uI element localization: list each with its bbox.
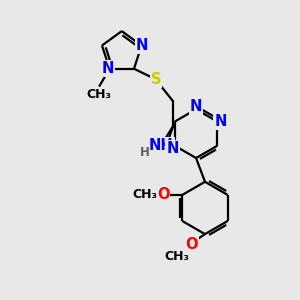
Text: N: N: [190, 99, 202, 114]
Text: O: O: [185, 237, 198, 252]
Text: CH₃: CH₃: [132, 188, 157, 201]
Text: N: N: [136, 38, 148, 53]
Text: H: H: [140, 146, 149, 159]
Text: CH₃: CH₃: [87, 88, 112, 101]
Text: S: S: [151, 72, 161, 87]
Text: CH₃: CH₃: [164, 250, 189, 263]
Text: NH: NH: [149, 138, 174, 153]
Text: O: O: [157, 187, 169, 202]
Text: N: N: [167, 141, 179, 156]
Text: N: N: [214, 114, 227, 129]
Text: N: N: [102, 61, 114, 76]
